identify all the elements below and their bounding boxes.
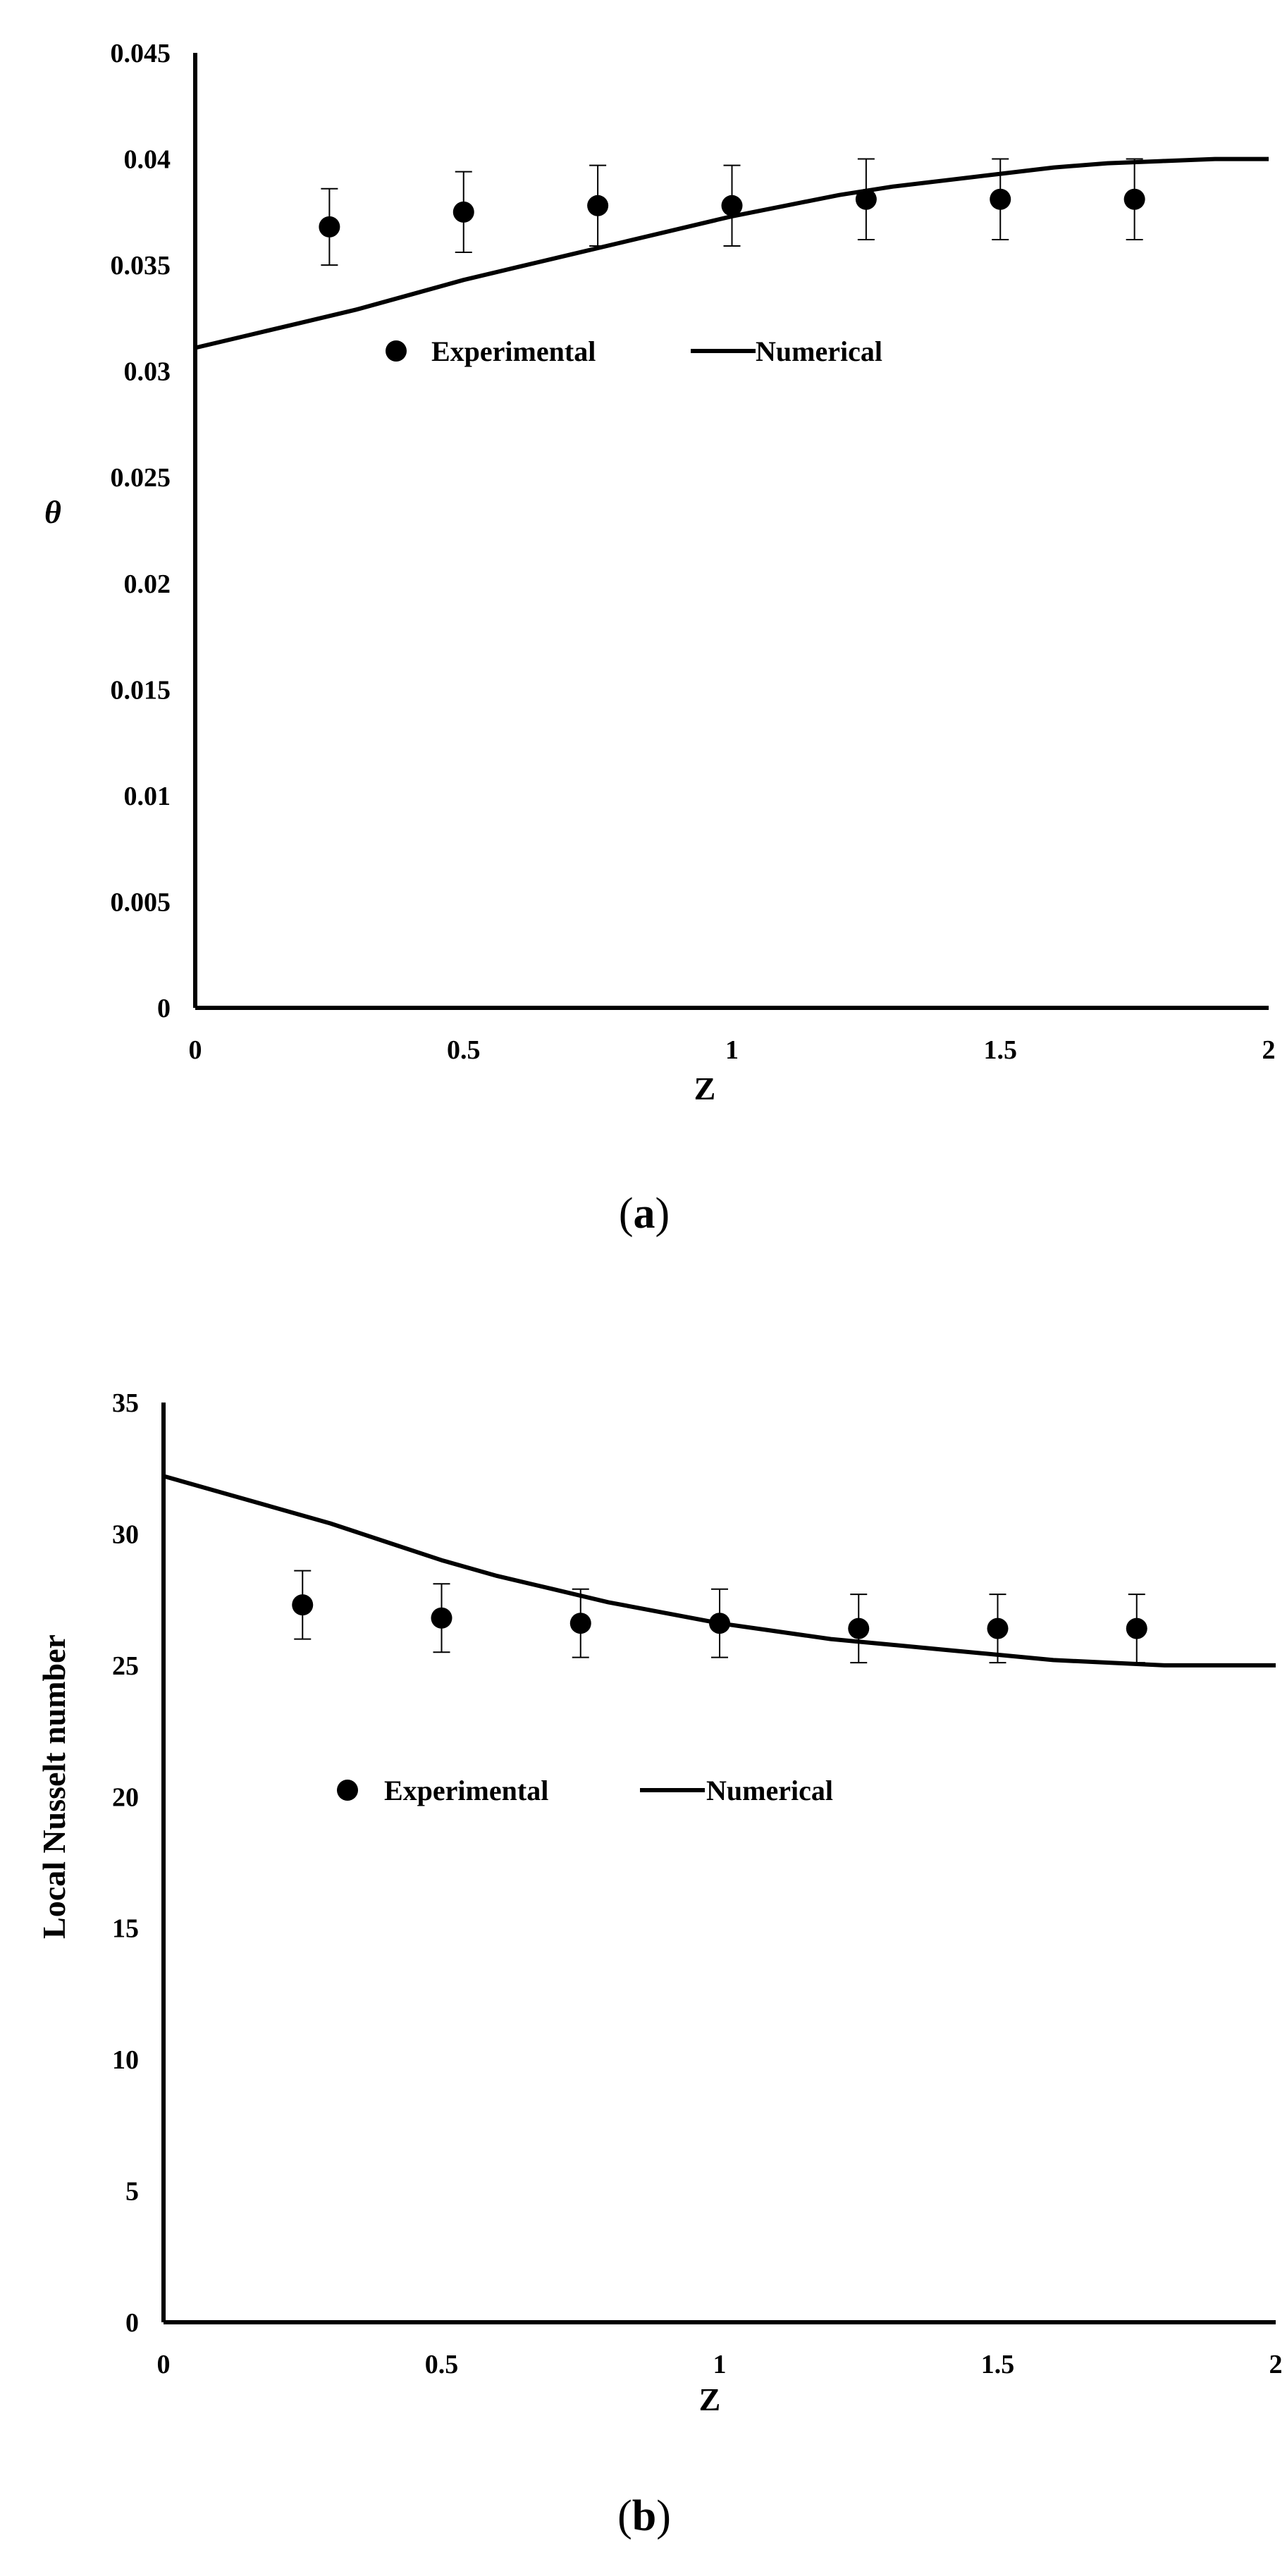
y-tick-label-b: 35 bbox=[112, 1388, 139, 1418]
y-tick-label-b: 30 bbox=[112, 1520, 139, 1549]
experimental-point-b bbox=[292, 1570, 314, 1640]
plot-area-a: 0 0.005 0.01 0.015 0.02 0.025 0.03 0.035 0.04 0.0… bbox=[111, 39, 1276, 1065]
x-tick-label-b: 0.5 bbox=[425, 2350, 459, 2379]
caption-a: (a) bbox=[619, 1190, 670, 1238]
caption-b: (b) bbox=[617, 2492, 671, 2540]
y-tick-label-a: 0.03 bbox=[124, 357, 171, 387]
y-tick-label-a: 0.025 bbox=[111, 463, 171, 493]
legend-label-experimental-b: Experimental bbox=[384, 1775, 548, 1806]
y-tick-label-a: 0.01 bbox=[124, 782, 171, 811]
experimental-marker bbox=[1126, 1617, 1147, 1639]
experimental-marker bbox=[319, 216, 340, 238]
y-tick-label-a: 0.04 bbox=[124, 145, 171, 175]
y-tick-label-a: 0 bbox=[157, 994, 171, 1023]
y-tick-label-b: 0 bbox=[125, 2308, 139, 2338]
legend-a: Experimental Numerical bbox=[386, 335, 882, 367]
experimental-point-b bbox=[569, 1588, 591, 1658]
x-axis-title-a: Z bbox=[694, 1071, 716, 1107]
y-tick-label-b: 25 bbox=[112, 1651, 139, 1681]
legend-label-numerical-b: Numerical bbox=[706, 1775, 833, 1806]
experimental-point-a bbox=[452, 171, 474, 254]
caption-letter-b: b bbox=[632, 2492, 656, 2540]
experimental-marker bbox=[452, 201, 474, 223]
y-tick-label-b: 15 bbox=[112, 1914, 139, 1944]
experimental-point-b bbox=[848, 1594, 870, 1664]
y-tick-label-b: 10 bbox=[112, 2045, 139, 2075]
y-tick-label-b: 20 bbox=[112, 1782, 139, 1812]
experimental-marker bbox=[855, 188, 877, 210]
experimental-point-b bbox=[431, 1583, 452, 1653]
experimental-point-b bbox=[987, 1594, 1009, 1664]
experimental-point-a bbox=[1123, 158, 1145, 240]
y-ticks-a: 0 0.005 0.01 0.015 0.02 0.025 0.03 0.035 0.04 0.0… bbox=[111, 39, 171, 1023]
experimental-point-a bbox=[855, 158, 877, 240]
y-tick-label-a: 0.045 bbox=[111, 39, 171, 68]
legend-label-experimental-a: Experimental bbox=[431, 335, 596, 367]
experimental-marker bbox=[987, 1617, 1009, 1639]
x-tick-label-a: 2 bbox=[1262, 1035, 1276, 1065]
y-tick-label-a: 0.035 bbox=[111, 251, 171, 281]
y-tick-label-a: 0.005 bbox=[111, 887, 171, 917]
x-ticks-a: 0 0.5 1 1.5 2 bbox=[189, 1035, 1276, 1065]
x-tick-label-b: 0 bbox=[157, 2350, 171, 2379]
legend-b: Experimental Numerical bbox=[337, 1775, 833, 1806]
y-tick-label-b: 5 bbox=[125, 2177, 139, 2207]
y-tick-label-a: 0.015 bbox=[111, 675, 171, 705]
experimental-point-a bbox=[721, 164, 743, 247]
y-axis-title-b: Local Nusselt number bbox=[36, 1634, 72, 1939]
chart-a: 0 0.005 0.01 0.015 0.02 0.025 0.03 0.035 0.04 0.0… bbox=[44, 39, 1275, 1238]
marks-b bbox=[163, 1474, 1276, 1668]
y-ticks-b: 0 5 10 15 20 25 30 35 bbox=[112, 1388, 139, 2338]
x-ticks-b: 0 0.5 1 1.5 2 bbox=[157, 2350, 1283, 2379]
x-tick-label-b: 1.5 bbox=[981, 2350, 1015, 2379]
x-tick-label-b: 2 bbox=[1269, 2350, 1283, 2379]
x-tick-label-a: 1.5 bbox=[984, 1035, 1018, 1065]
experimental-marker bbox=[721, 195, 743, 216]
x-tick-label-a: 1 bbox=[725, 1035, 739, 1065]
legend-marker-experimental-a bbox=[386, 340, 407, 362]
x-tick-label-a: 0.5 bbox=[447, 1035, 481, 1065]
x-axis-title-b: Z bbox=[699, 2381, 721, 2417]
caption-letter-a: a bbox=[634, 1190, 655, 1238]
numerical-line-a bbox=[195, 156, 1269, 350]
plot-area-b: 0 5 10 15 20 25 30 35 0 0.5 1 1.5 2 bbox=[112, 1388, 1283, 2379]
experimental-marker bbox=[569, 1613, 591, 1634]
experimental-marker bbox=[431, 1607, 452, 1629]
x-tick-label-b: 1 bbox=[713, 2350, 727, 2379]
y-axis-title-a: θ bbox=[44, 494, 61, 530]
experimental-point-a bbox=[319, 187, 340, 266]
legend-marker-experimental-b bbox=[337, 1780, 358, 1801]
chart-b: 0 5 10 15 20 25 30 35 0 0.5 1 1.5 2 Z Local Nusselt… bbox=[36, 1388, 1283, 2540]
experimental-point-a bbox=[587, 164, 609, 247]
x-tick-label-a: 0 bbox=[189, 1035, 202, 1065]
experimental-marker bbox=[990, 188, 1011, 210]
legend-label-numerical-a: Numerical bbox=[756, 335, 882, 367]
experimental-marker bbox=[587, 195, 609, 216]
marks-a bbox=[195, 156, 1269, 350]
experimental-marker bbox=[848, 1617, 870, 1639]
experimental-marker bbox=[1123, 188, 1145, 210]
numerical-line-b bbox=[163, 1474, 1276, 1668]
y-tick-label-a: 0.02 bbox=[124, 569, 171, 599]
experimental-marker bbox=[292, 1594, 314, 1616]
